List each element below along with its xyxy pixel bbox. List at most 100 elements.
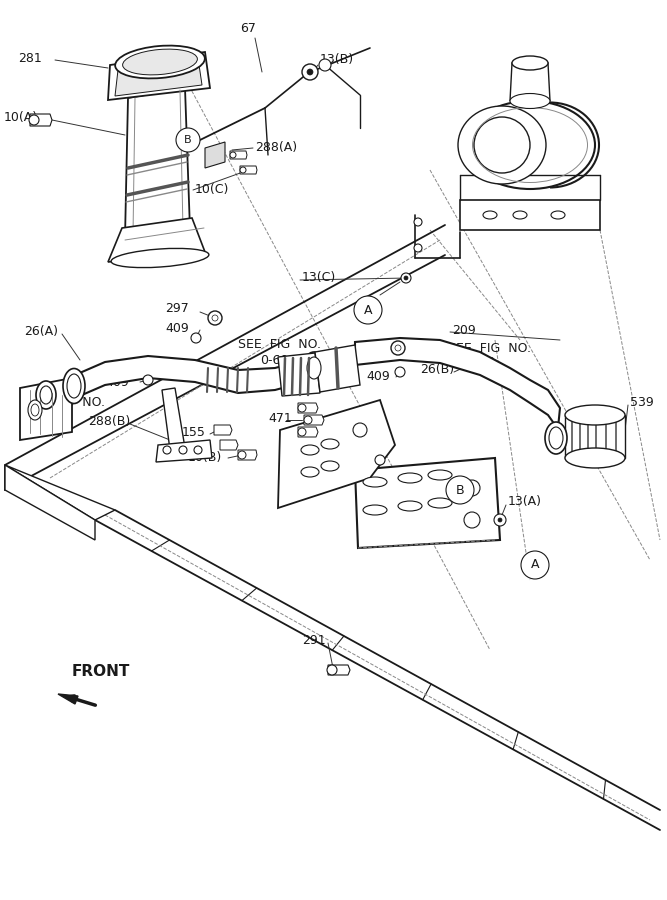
Polygon shape (205, 142, 225, 168)
Polygon shape (565, 415, 625, 458)
Text: SEE  FIG  NO.: SEE FIG NO. (22, 395, 105, 409)
Circle shape (498, 518, 502, 522)
Circle shape (414, 218, 422, 226)
Polygon shape (5, 465, 95, 540)
Text: 10(A): 10(A) (4, 112, 38, 124)
Ellipse shape (115, 46, 205, 78)
Ellipse shape (301, 467, 319, 477)
Ellipse shape (510, 94, 550, 109)
Ellipse shape (303, 352, 325, 384)
Polygon shape (115, 58, 202, 96)
Circle shape (298, 404, 306, 412)
Circle shape (464, 512, 480, 528)
Circle shape (354, 296, 382, 324)
Ellipse shape (398, 473, 422, 483)
Text: 409: 409 (165, 321, 189, 335)
Polygon shape (510, 63, 550, 101)
Circle shape (375, 455, 385, 465)
Text: 297: 297 (165, 302, 189, 314)
Ellipse shape (321, 439, 339, 449)
Ellipse shape (321, 461, 339, 471)
Circle shape (302, 64, 318, 80)
Circle shape (29, 115, 39, 125)
Circle shape (414, 244, 422, 252)
Text: 10(C): 10(C) (195, 184, 229, 196)
Text: 409: 409 (105, 375, 129, 389)
Polygon shape (278, 400, 395, 508)
Ellipse shape (63, 368, 85, 403)
Ellipse shape (301, 445, 319, 455)
Circle shape (304, 416, 312, 424)
Text: 209: 209 (452, 323, 476, 337)
Ellipse shape (512, 56, 548, 70)
Text: 539: 539 (630, 395, 654, 409)
Polygon shape (278, 353, 320, 396)
Circle shape (521, 551, 549, 579)
Ellipse shape (483, 211, 497, 219)
Polygon shape (315, 345, 360, 392)
Ellipse shape (36, 381, 56, 409)
Text: 26(A): 26(A) (24, 326, 58, 338)
Circle shape (191, 333, 201, 343)
Text: 281: 281 (18, 51, 42, 65)
Circle shape (163, 446, 171, 454)
Circle shape (464, 480, 480, 496)
Ellipse shape (465, 101, 595, 189)
Text: SEE  FIG  NO.: SEE FIG NO. (448, 341, 531, 355)
Polygon shape (298, 403, 318, 413)
Polygon shape (304, 415, 324, 425)
Circle shape (327, 665, 337, 675)
Text: 13(A): 13(A) (508, 496, 542, 508)
Circle shape (353, 423, 367, 437)
Polygon shape (108, 218, 205, 262)
Circle shape (238, 451, 246, 459)
Polygon shape (156, 440, 212, 462)
Text: 0-35: 0-35 (38, 411, 67, 425)
Text: 288(A): 288(A) (255, 141, 297, 155)
Ellipse shape (428, 470, 452, 480)
Circle shape (446, 476, 474, 504)
Text: 0-60: 0-60 (260, 354, 288, 366)
Polygon shape (238, 450, 257, 460)
Ellipse shape (40, 386, 52, 404)
Ellipse shape (565, 448, 625, 468)
Circle shape (240, 167, 246, 173)
Polygon shape (30, 114, 52, 126)
Text: 67: 67 (240, 22, 256, 34)
Ellipse shape (67, 374, 81, 398)
Ellipse shape (458, 106, 546, 184)
Ellipse shape (31, 404, 39, 416)
Text: 409: 409 (366, 371, 390, 383)
Circle shape (395, 367, 405, 377)
Polygon shape (298, 427, 318, 437)
Ellipse shape (549, 427, 563, 449)
Text: B: B (184, 135, 192, 145)
Text: SEE  FIG  NO.: SEE FIG NO. (238, 338, 321, 352)
Polygon shape (355, 338, 560, 450)
Polygon shape (240, 166, 257, 174)
Circle shape (401, 273, 411, 283)
Circle shape (179, 446, 187, 454)
Polygon shape (230, 151, 247, 159)
Text: 10(B): 10(B) (188, 452, 222, 464)
Polygon shape (75, 356, 312, 398)
Polygon shape (162, 388, 185, 450)
Polygon shape (58, 694, 78, 704)
Circle shape (298, 428, 306, 436)
Circle shape (319, 59, 331, 71)
Text: 288(B): 288(B) (88, 416, 130, 428)
Polygon shape (460, 200, 600, 230)
Circle shape (474, 117, 530, 173)
Circle shape (212, 315, 218, 321)
Ellipse shape (307, 357, 321, 379)
Ellipse shape (513, 211, 527, 219)
Text: 26(B): 26(B) (420, 364, 454, 376)
Ellipse shape (545, 422, 567, 454)
Ellipse shape (28, 400, 42, 420)
Ellipse shape (111, 248, 209, 267)
Polygon shape (214, 425, 232, 435)
Polygon shape (5, 465, 115, 520)
Text: 1-30: 1-30 (468, 356, 496, 370)
Circle shape (307, 69, 313, 75)
Polygon shape (20, 378, 72, 440)
